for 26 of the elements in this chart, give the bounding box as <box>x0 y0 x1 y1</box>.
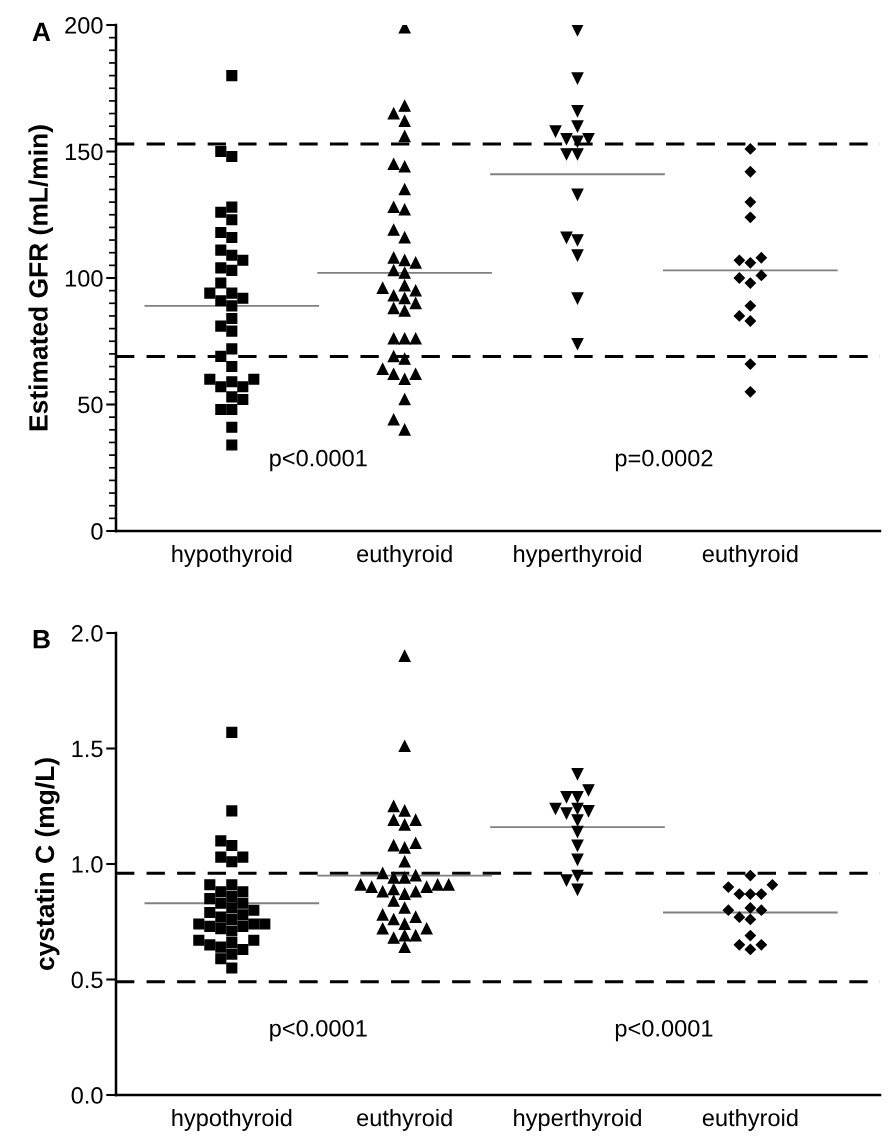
chart-title: B <box>33 630 50 649</box>
annotation: p=0.0002 <box>615 449 713 472</box>
annotation: p<0.0001 <box>270 449 367 472</box>
chart-title: A <box>32 22 51 41</box>
x-tick-label: hypothyroid <box>172 544 292 567</box>
y-tick-label: 0.0 <box>71 1087 103 1104</box>
x-tick-label: euthyroid <box>357 1108 452 1131</box>
y-tick-label: 100 <box>65 270 103 287</box>
x-tick-label: euthyroid <box>702 544 798 567</box>
y-axis-title: cystatin C (mg/L) <box>34 758 60 970</box>
x-tick-label: euthyroid <box>702 1108 798 1131</box>
y-tick-label: 1.5 <box>72 740 103 758</box>
y-tick-label: 2.0 <box>71 625 103 642</box>
y-tick-label: 50 <box>78 396 103 414</box>
y-tick-label: 150 <box>65 143 103 161</box>
x-tick-label: euthyroid <box>357 544 452 567</box>
annotation: p<0.0001 <box>270 1019 367 1042</box>
y-tick-label: 200 <box>65 17 103 34</box>
y-axis-title: Estimated GFR (mL/min) <box>28 125 53 431</box>
x-tick-label: hyperthyroid <box>514 1108 641 1131</box>
y-tick-label: 0.5 <box>71 971 103 989</box>
annotation: p<0.0001 <box>615 1019 713 1042</box>
x-tick-label: hyperthyroid <box>514 544 641 567</box>
y-tick-label: 1.0 <box>72 856 103 873</box>
y-tick-label: 0 <box>91 523 103 540</box>
x-tick-label: hypothyroid <box>172 1108 292 1131</box>
